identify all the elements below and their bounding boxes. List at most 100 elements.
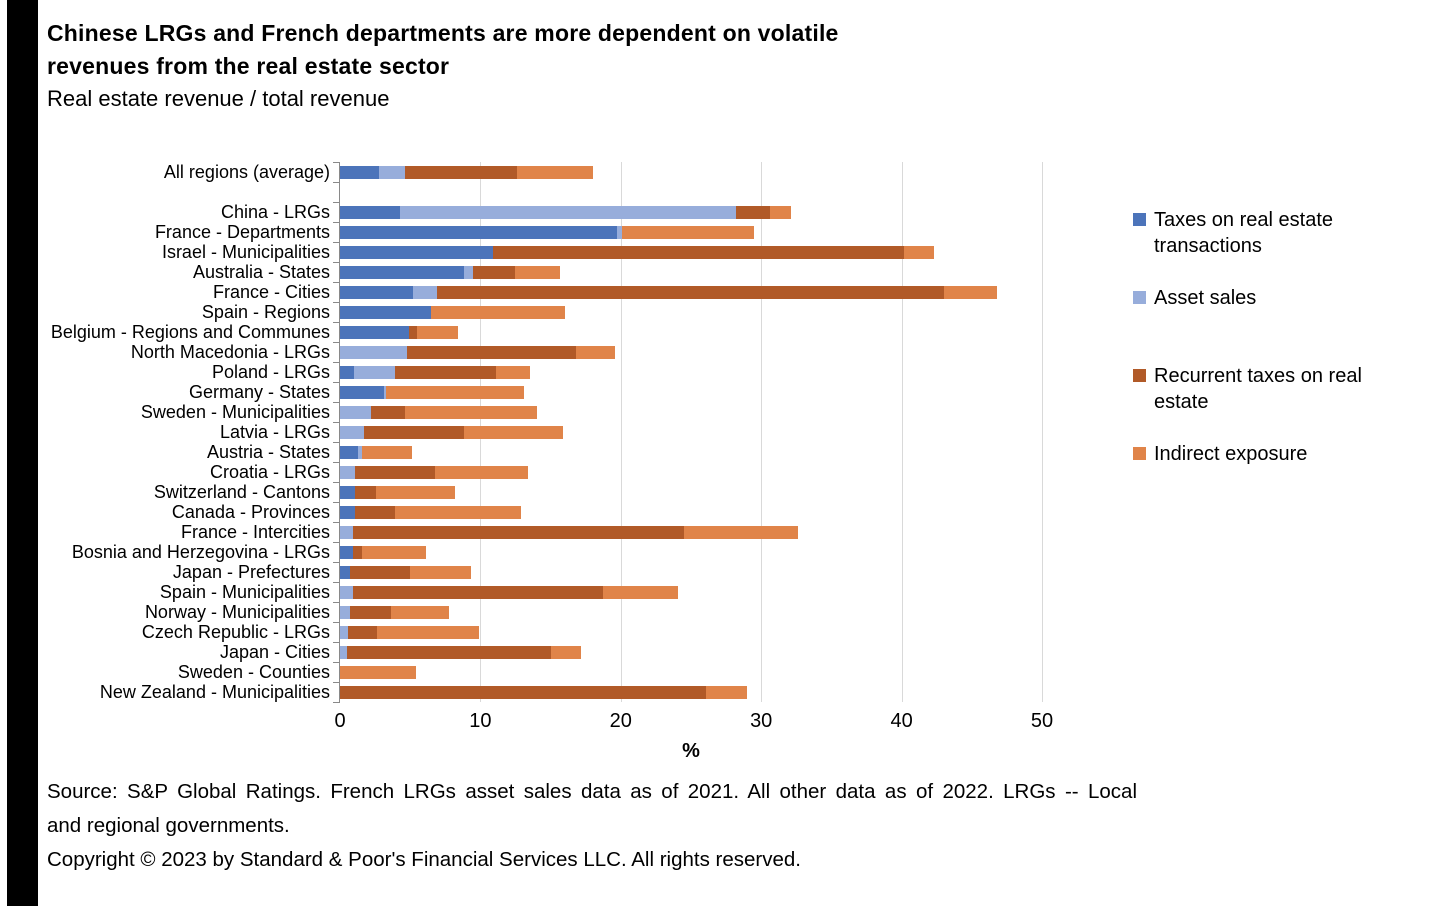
bar-segment [473, 265, 516, 279]
category-label: Spain - Municipalities [159, 582, 330, 602]
category-label: Germany - States [188, 382, 330, 402]
chart-row: Spain - Municipalities [160, 582, 1041, 602]
category-label: Japan - Cities [219, 642, 330, 662]
bar-segment [575, 345, 616, 359]
bar-segment [340, 345, 408, 359]
bar-segment [340, 325, 409, 339]
category-label: Canada - Provinces [171, 502, 330, 522]
bar-segment [340, 565, 350, 579]
category-label: France - Cities [212, 282, 330, 302]
plot-area: 0 10 20 30 40 50 All regions (average) China - … [51, 162, 1053, 762]
legend-label: Taxes on real estate transactions [1154, 209, 1333, 257]
category-axis-tick [333, 662, 340, 663]
bar-segment [340, 165, 380, 179]
chart-row: Austria - States [207, 442, 1041, 462]
bar-segment [904, 245, 934, 259]
bar-segment [370, 405, 405, 419]
x-tick-label-10: 10 [469, 710, 492, 732]
bar-segment [376, 485, 456, 499]
bar-segment [769, 205, 791, 219]
bar-segment [516, 165, 593, 179]
bar-segment [735, 205, 770, 219]
legend-label: Asset sales [1154, 287, 1257, 309]
chart-row: Japan - Cities [220, 642, 1041, 662]
category-axis-tick [333, 542, 340, 543]
category-axis-tick [333, 242, 340, 243]
chart-subtitle: Real estate revenue / total revenue [47, 86, 390, 111]
bar-segment [340, 385, 384, 399]
footer-block: Source: S&P Global Ratings. French LRGs … [47, 775, 1137, 877]
bar-segment [413, 285, 437, 299]
bar-segment [340, 505, 356, 519]
bar-segment [340, 525, 353, 539]
category-axis-tick [333, 522, 340, 523]
chart-row: China - LRGs [221, 202, 1041, 222]
chart-row: North Macedonia - LRGs [131, 342, 1041, 362]
bar-segment [340, 285, 413, 299]
x-tick-label-30: 30 [750, 710, 773, 732]
category-label: China - LRGs [220, 202, 330, 222]
bar-segment [340, 665, 416, 679]
category-label: Sweden - Municipalities [140, 402, 330, 422]
x-tick-label-0: 0 [334, 710, 346, 732]
category-label: Sweden - Counties [177, 662, 330, 682]
gridline-40 [901, 162, 903, 702]
bar-segment [340, 205, 401, 219]
category-label: New Zealand - Municipalities [99, 682, 330, 702]
bar-segment [602, 585, 679, 599]
category-axis-tick [333, 262, 340, 263]
chart-row: Australia - States [193, 262, 1041, 282]
category-label: Israel - Municipalities [161, 242, 330, 262]
chart-row: Bosnia and Herzegovina - LRGs [72, 542, 1041, 562]
bar-segment [435, 465, 529, 479]
bar-segment [352, 585, 603, 599]
category-label: Belgium - Regions and Communes [50, 322, 330, 342]
bar-segment [362, 445, 412, 459]
category-axis-tick [333, 462, 340, 463]
bar-segment [340, 425, 364, 439]
chart-row: Spain - Regions [202, 302, 1041, 322]
legend-swatch-icon [1133, 369, 1146, 382]
bar-segment [349, 605, 391, 619]
bar-segment [386, 385, 524, 399]
chart-row: Sweden - Counties [178, 662, 1041, 682]
bar-segment [363, 425, 464, 439]
bar-segment [493, 245, 905, 259]
chart-row: New Zealand - Municipalities [100, 682, 1041, 702]
bar-segment [340, 305, 432, 319]
category-label: Japan - Prefectures [172, 562, 330, 582]
category-axis-tick [333, 402, 340, 403]
chart-row: Norway - Municipalities [145, 602, 1041, 622]
bar-segment [340, 625, 349, 639]
chart-row: Poland - LRGs [212, 362, 1041, 382]
x-axis-title: % [682, 740, 700, 762]
chart-row: Latvia - LRGs [220, 422, 1041, 442]
category-axis-tick [333, 322, 340, 323]
x-tick-label-20: 20 [609, 710, 632, 732]
bar-segment [706, 685, 748, 699]
bar-segment [616, 225, 623, 239]
gridline-20 [620, 162, 622, 702]
bar-segment [354, 365, 395, 379]
legend-swatch-icon [1133, 213, 1146, 226]
chart-row: Sweden - Municipalities [141, 402, 1041, 422]
bar-segment [340, 225, 617, 239]
category-label: France - Intercities [180, 522, 330, 542]
category-axis-tick [333, 582, 340, 583]
bar-segment [340, 465, 356, 479]
bar-segment [340, 685, 707, 699]
category-axis-tick [333, 362, 340, 363]
category-axis-tick [333, 382, 340, 383]
chart-title-line2: revenues from the real estate sector [47, 53, 450, 79]
bar-segment [463, 265, 474, 279]
category-axis-tick [333, 182, 340, 183]
bar-segment [622, 225, 755, 239]
bar-segment [550, 645, 582, 659]
category-axis-tick [333, 502, 340, 503]
bar-segment [347, 645, 551, 659]
chart-row: Germany - States [189, 382, 1041, 402]
chart-legend: Taxes on real estate transactions Asset s… [1133, 207, 1403, 519]
category-axis-tick [333, 702, 340, 703]
bar-segment [376, 625, 479, 639]
